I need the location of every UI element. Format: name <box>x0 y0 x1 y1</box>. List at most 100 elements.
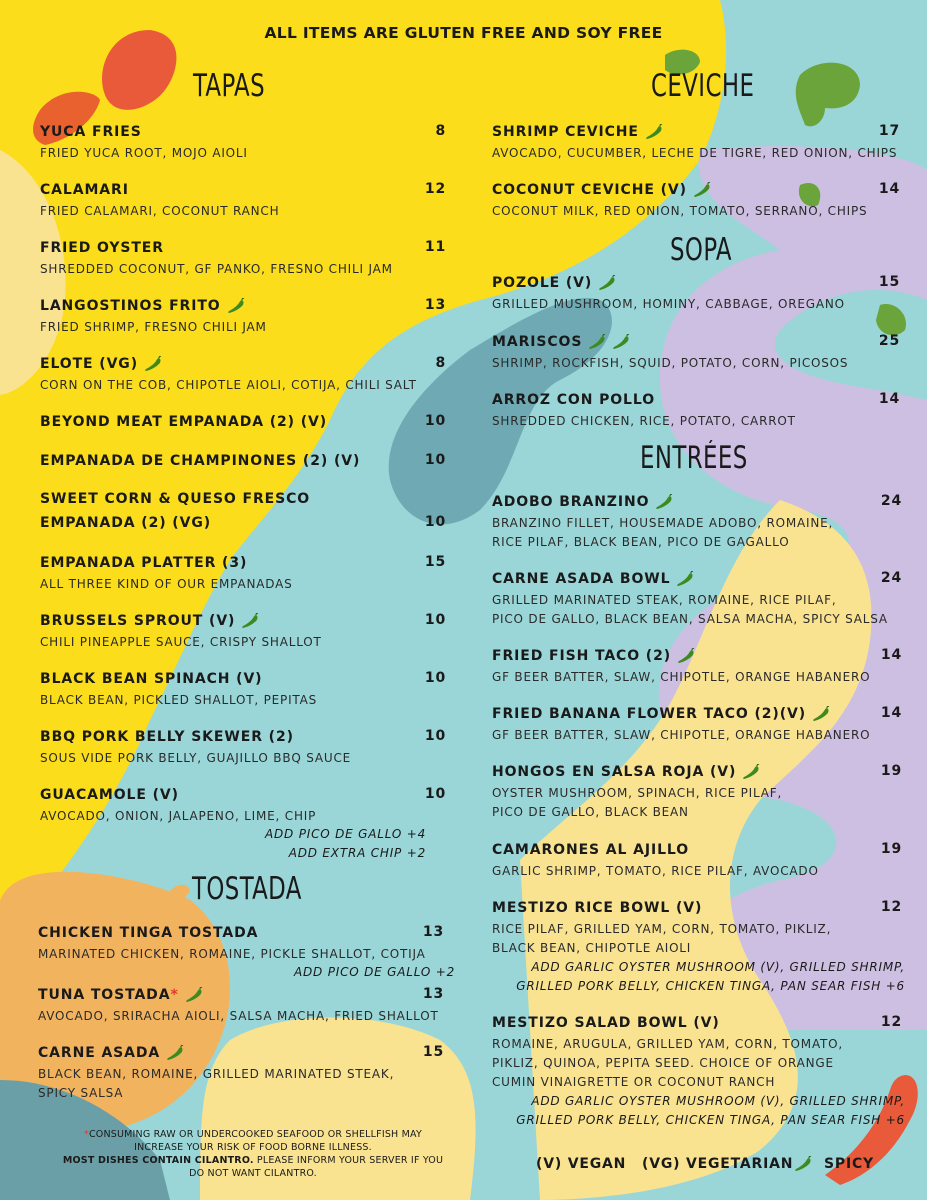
item-price: 8 <box>435 123 446 139</box>
item-name: COCONUT CEVICHE (V) <box>492 178 867 202</box>
menu-item: MARISCOS SHRIMP, ROCKFISH, SQUID, POTATO,… <box>492 330 848 373</box>
item-price: 25 <box>878 333 900 349</box>
item-name: MESTIZO RICE BOWL (V) <box>492 896 831 920</box>
item-description: GRILLED MARINATED STEAK, ROMAINE, RICE P… <box>492 593 837 607</box>
item-name-text: ELOTE (VG) <box>40 356 138 372</box>
legend-vegan: (V) VEGAN <box>536 1156 627 1172</box>
section-title-ceviche: CEVICHE <box>651 68 755 104</box>
menu-item: FRIED BANANA FLOWER TACO (2)(V) GF BEER B… <box>492 702 870 745</box>
item-name-text: MESTIZO RICE BOWL (V) <box>492 900 703 916</box>
item-description: MARINATED CHICKEN, ROMAINE, PICKLE SHALL… <box>38 947 426 961</box>
item-description: ROMAINE, ARUGULA, GRILLED YAM, CORN, TOM… <box>492 1037 844 1051</box>
menu-item: ELOTE (VG) CORN ON THE COB, CHIPOTLE AIOL… <box>40 352 417 395</box>
disclaimer-line: INCREASE YOUR RISK OF FOOD BORNE ILLNESS… <box>134 1142 372 1153</box>
item-name: CARNE ASADA BOWL <box>492 567 888 591</box>
pale-yellow-blob-right <box>520 500 872 1200</box>
item-description: SHREDDED CHICKEN, RICE, POTATO, CARROT <box>492 414 796 428</box>
item-addon: ADD GARLIC OYSTER MUSHROOM (V), GRILLED … <box>531 1094 905 1108</box>
item-description: CHILI PINEAPPLE SAUCE, CRISPY SHALLOT <box>40 635 322 649</box>
item-name: EMPANADA PLATTER (3) <box>40 551 293 575</box>
item-name: LANGOSTINOS FRITO <box>40 294 267 318</box>
menu-item: COCONUT CEVICHE (V) COCONUT MILK, RED ONI… <box>492 178 867 221</box>
item-name-text: SHRIMP CEVICHE <box>492 124 639 140</box>
green-chili-pepper-icon <box>795 1156 812 1171</box>
item-description: BLACK BEAN, ROMAINE, GRILLED MARINATED S… <box>38 1067 395 1081</box>
item-description: GRILLED MUSHROOM, HOMINY, CABBAGE, OREGA… <box>492 297 845 311</box>
item-name: EMPANADA DE CHAMPINONES (2) (V) <box>40 449 360 473</box>
item-name-text: CARNE ASADA <box>38 1045 161 1061</box>
legend-spicy: SPICY <box>788 1156 874 1172</box>
menu-item: CHICKEN TINGA TOSTADA MARINATED CHICKEN, … <box>38 921 426 964</box>
item-name: FRIED FISH TACO (2) <box>492 644 870 668</box>
item-description: AVOCADO, CUCUMBER, LECHE DE TIGRE, RED O… <box>492 146 898 160</box>
item-name: CALAMARI <box>40 178 279 202</box>
item-name: BBQ PORK BELLY SKEWER (2) <box>40 725 351 749</box>
menu-item: CARNE ASADA BLACK BEAN, ROMAINE, GRILLED … <box>38 1041 394 1103</box>
item-description: FRIED YUCA ROOT, MOJO AIOLI <box>40 146 248 160</box>
green-chili-pepper-icon <box>646 124 663 139</box>
item-price: 13 <box>422 924 444 940</box>
section-title-entrees: ENTRÉES <box>640 440 748 476</box>
teal-avocado-shape <box>388 298 612 525</box>
item-name-text: ARROZ CON POLLO <box>492 392 655 408</box>
item-description: CUMIN VINAIGRETTE OR COCONUT RANCH <box>492 1075 776 1089</box>
item-name-text: FRIED OYSTER <box>40 240 164 256</box>
green-chili-pepper-icon <box>599 275 616 290</box>
item-price: 10 <box>424 786 446 802</box>
item-price: 17 <box>878 123 900 139</box>
item-description: FRIED SHRIMP, FRESNO CHILI JAM <box>40 320 267 334</box>
green-chili-pepper-icon <box>145 356 162 371</box>
item-price: 24 <box>880 570 902 586</box>
item-name: MESTIZO SALAD BOWL (V) <box>492 1011 843 1035</box>
item-price: 12 <box>424 181 446 197</box>
green-chili-pepper-icon <box>694 182 711 197</box>
item-price: 14 <box>880 705 902 721</box>
item-description: SPICY SALSA <box>38 1086 124 1100</box>
menu-item: GUACAMOLE (V) AVOCADO, ONION, JALAPENO, L… <box>40 783 316 826</box>
green-chili-pepper-icon <box>185 987 202 1002</box>
item-price: 19 <box>880 841 902 857</box>
item-price: 14 <box>878 181 900 197</box>
item-name: BLACK BEAN SPINACH (V) <box>40 667 317 691</box>
item-name-text: ADOBO BRANZINO <box>492 494 650 510</box>
green-chili-pepper-icon <box>677 571 694 586</box>
item-name-text: MESTIZO SALAD BOWL (V) <box>492 1015 720 1031</box>
item-name-line2: EMPANADA (2) (VG) <box>40 515 212 531</box>
item-name-text: CALAMARI <box>40 182 129 198</box>
item-description: SHRIMP, ROCKFISH, SQUID, POTATO, CORN, P… <box>492 356 849 370</box>
item-price: 10 <box>424 670 446 686</box>
disclaimer-line: DO NOT WANT CILANTRO. <box>189 1168 317 1179</box>
item-addon: ADD EXTRA CHIP +2 <box>288 846 426 860</box>
disclaimer-line: MOST DISHES CONTAIN CILANTRO. PLEASE INF… <box>60 1154 446 1167</box>
orange-leaf-shape <box>33 91 100 145</box>
item-addon: GRILLED PORK BELLY, CHICKEN TINGA, PAN S… <box>516 979 905 993</box>
menu-item: CAMARONES AL AJILLO GARLIC SHRIMP, TOMATO… <box>492 838 819 881</box>
item-description: AVOCADO, SRIRACHA AIOLI, SALSA MACHA, FR… <box>38 1009 439 1023</box>
item-price: 10 <box>424 413 446 429</box>
item-price: 15 <box>424 554 446 570</box>
menu-item: HONGOS EN SALSA ROJA (V) OYSTER MUSHROOM,… <box>492 760 782 822</box>
item-description: GARLIC SHRIMP, TOMATO, RICE PILAF, AVOCA… <box>492 864 819 878</box>
item-name-text: HONGOS EN SALSA ROJA (V) <box>492 764 737 780</box>
menu-item: CALAMARI FRIED CALAMARI, COCONUT RANCH <box>40 178 279 221</box>
item-price: 24 <box>880 493 902 509</box>
item-name-text: EMPANADA PLATTER (3) <box>40 555 248 571</box>
item-description: GF BEER BATTER, SLAW, CHIPOTLE, ORANGE H… <box>492 728 871 742</box>
pale-yellow-blob-bottom <box>200 1017 476 1200</box>
menu-item: FRIED FISH TACO (2) GF BEER BATTER, SLAW,… <box>492 644 870 687</box>
item-description: RICE PILAF, GRILLED YAM, CORN, TOMATO, P… <box>492 922 832 936</box>
green-chili-pepper-icon <box>613 334 630 349</box>
item-name: POZOLE (V) <box>492 271 845 295</box>
green-chili-pepper-icon <box>589 334 606 349</box>
item-addon: ADD PICO DE GALLO +2 <box>293 965 455 979</box>
item-name-text: BBQ PORK BELLY SKEWER (2) <box>40 729 294 745</box>
item-price: 14 <box>878 391 900 407</box>
disclaimer-text: PLEASE INFORM YOUR SERVER IF YOU <box>253 1155 444 1166</box>
green-mushroom-shape <box>795 62 860 127</box>
item-description: BRANZINO FILLET, HOUSEMADE ADOBO, ROMAIN… <box>492 516 834 530</box>
item-name: GUACAMOLE (V) <box>40 783 316 807</box>
item-description: OYSTER MUSHROOM, SPINACH, RICE PILAF, <box>492 786 783 800</box>
yellow-blob <box>0 0 727 925</box>
item-name-text: YUCA FRIES <box>40 124 142 140</box>
